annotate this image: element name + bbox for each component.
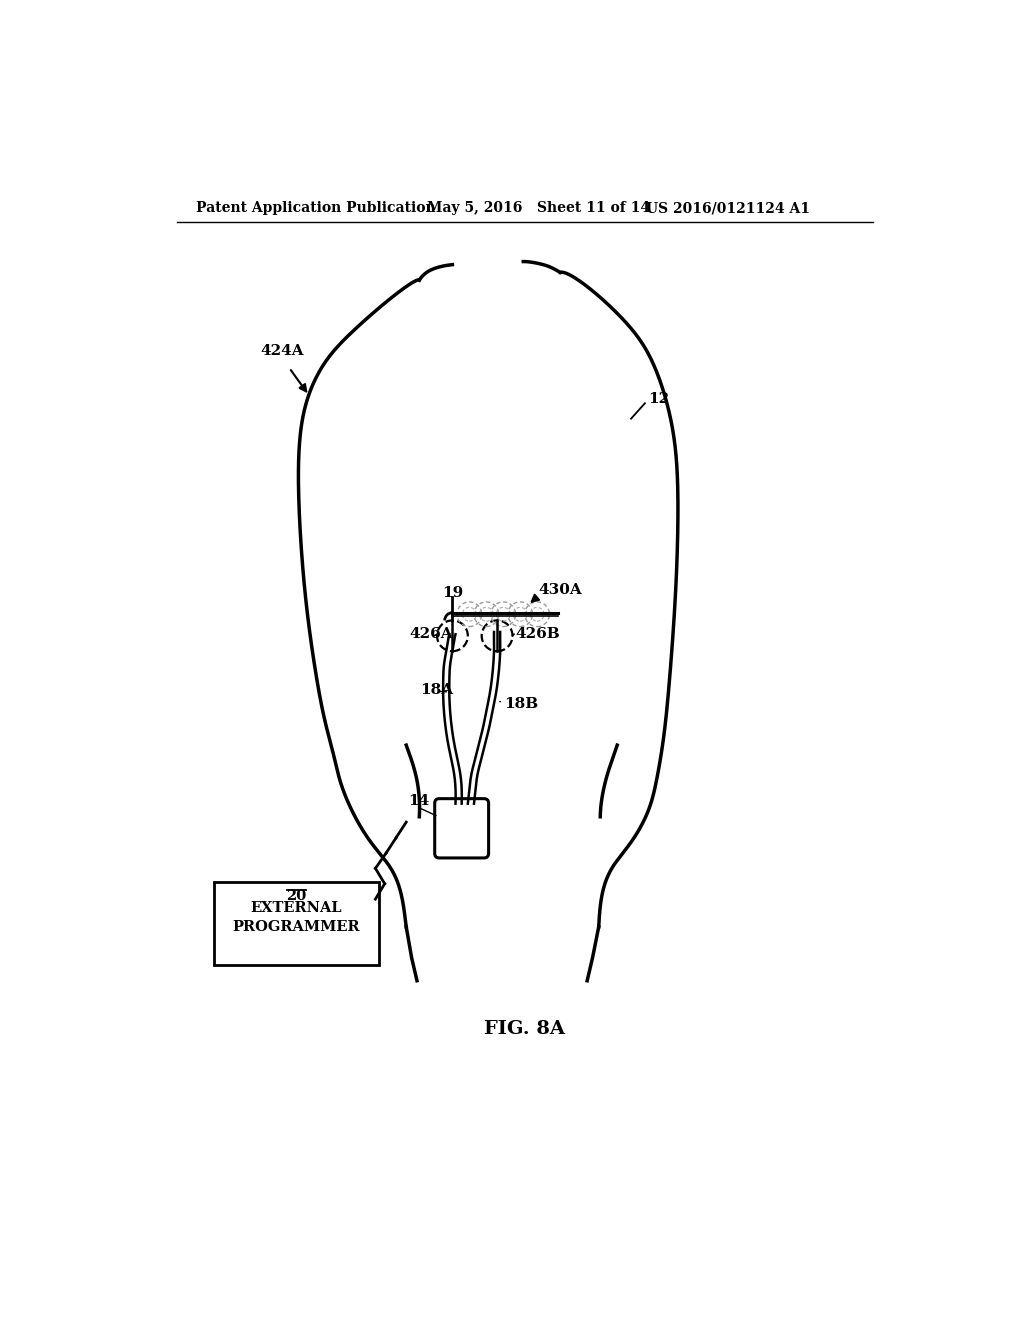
Text: US 2016/0121124 A1: US 2016/0121124 A1 [646, 202, 810, 215]
FancyBboxPatch shape [435, 799, 488, 858]
Text: 426B: 426B [515, 627, 560, 642]
Text: EXTERNAL
PROGRAMMER: EXTERNAL PROGRAMMER [232, 900, 360, 935]
Text: 424A: 424A [260, 345, 303, 358]
Text: FIG. 8A: FIG. 8A [484, 1019, 565, 1038]
Text: 426A: 426A [410, 627, 453, 642]
Text: 18A: 18A [420, 682, 454, 697]
Text: Patent Application Publication: Patent Application Publication [196, 202, 435, 215]
Text: 18B: 18B [504, 697, 539, 710]
Text: 12: 12 [648, 392, 669, 405]
Text: 430A: 430A [539, 582, 583, 597]
Text: 20: 20 [287, 890, 306, 903]
Bar [214, 882, 379, 965]
Text: 19: 19 [441, 586, 463, 601]
Text: 14: 14 [408, 795, 429, 808]
Text: May 5, 2016   Sheet 11 of 14: May 5, 2016 Sheet 11 of 14 [427, 202, 650, 215]
